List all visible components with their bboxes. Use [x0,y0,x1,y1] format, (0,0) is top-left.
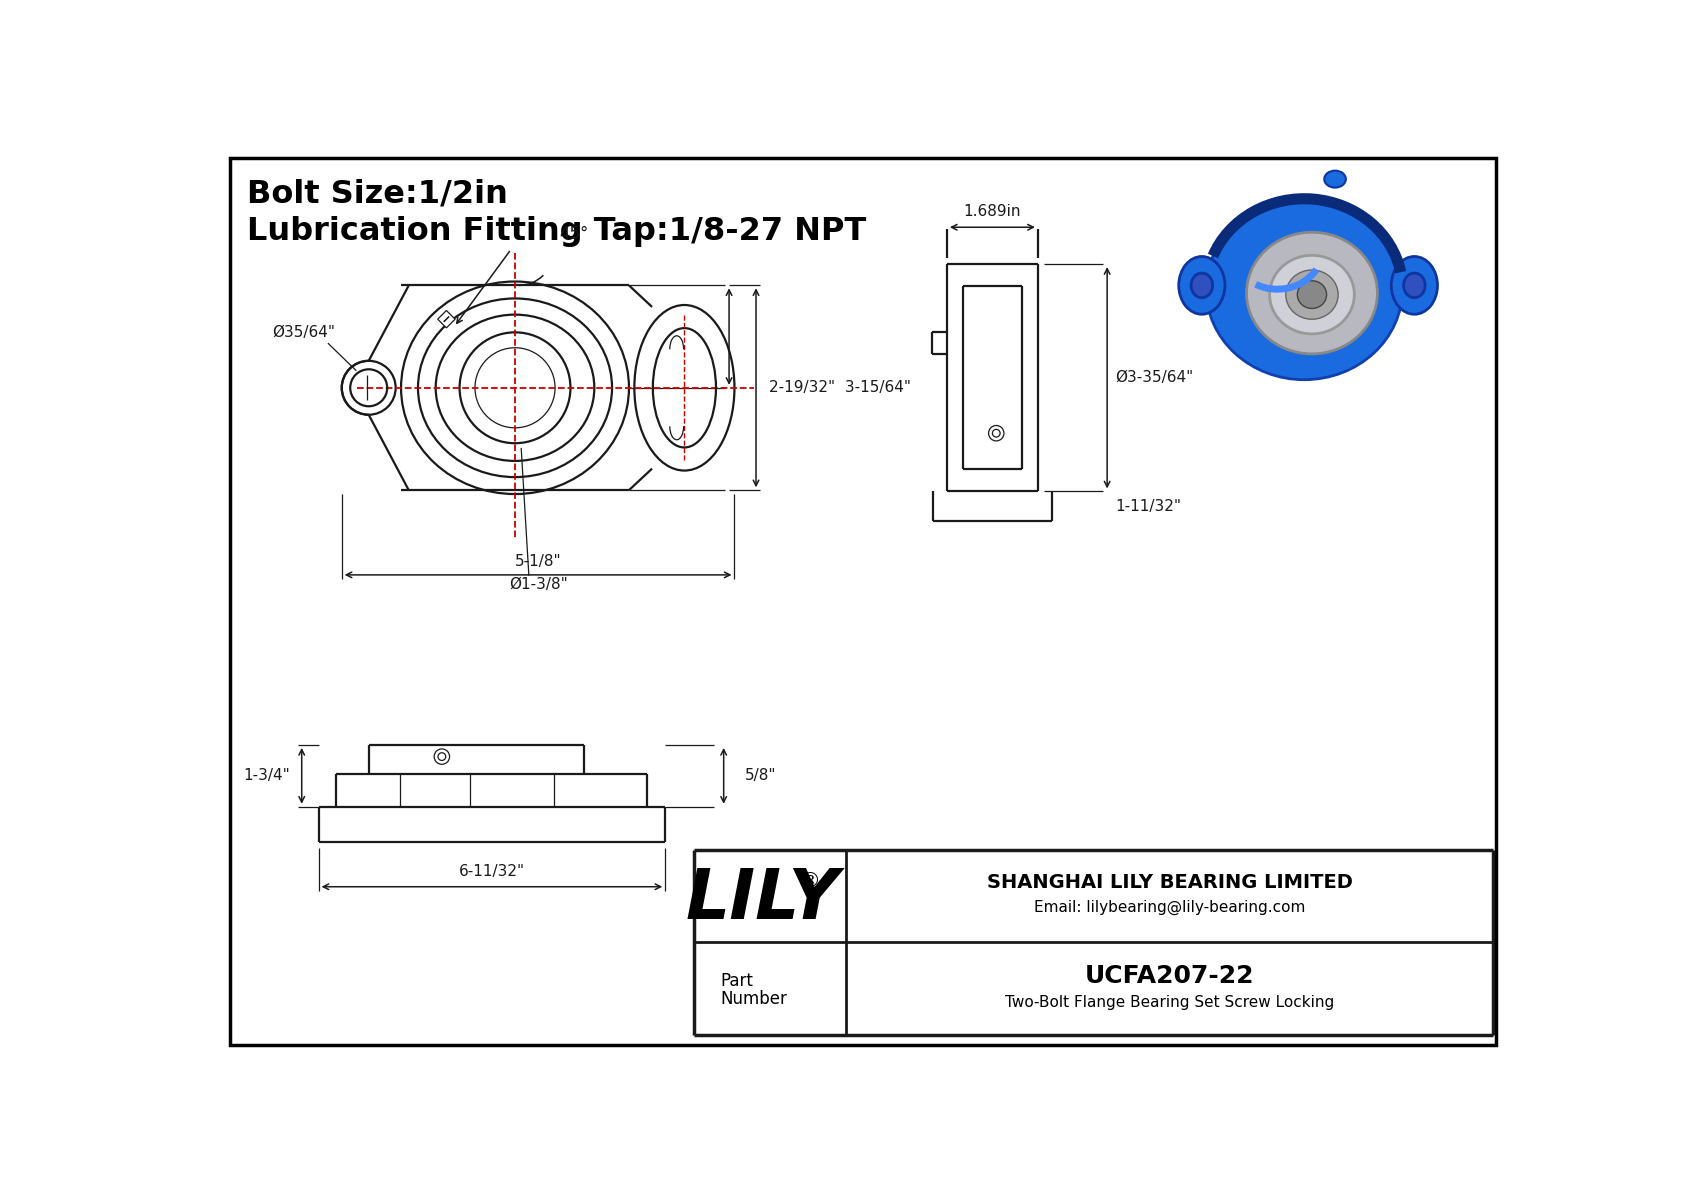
Text: 1.689in: 1.689in [963,205,1021,219]
Text: Ø3-35/64": Ø3-35/64" [1115,370,1192,385]
Text: 1-11/32": 1-11/32" [1115,499,1180,515]
Text: Bolt Size:1/2in: Bolt Size:1/2in [248,179,509,210]
Text: UCFA207-22: UCFA207-22 [1084,964,1255,987]
Text: 6-11/32": 6-11/32" [458,863,525,879]
Ellipse shape [1270,255,1354,333]
Text: 45°: 45° [559,225,588,243]
Text: 5-1/8": 5-1/8" [515,554,561,568]
Ellipse shape [635,305,734,470]
Text: LILY: LILY [685,866,839,934]
Ellipse shape [1287,270,1339,319]
Ellipse shape [1191,273,1212,298]
Text: Lubrication Fitting Tap:1/8-27 NPT: Lubrication Fitting Tap:1/8-27 NPT [248,216,866,247]
Text: ®: ® [800,871,820,891]
Text: 1-3/4": 1-3/4" [244,768,290,784]
Text: 2-19/32"  3-15/64": 2-19/32" 3-15/64" [770,380,911,395]
Ellipse shape [1324,170,1346,187]
Ellipse shape [1179,256,1224,314]
Ellipse shape [1206,199,1403,380]
Text: Part: Part [721,972,753,990]
Text: 5/8": 5/8" [744,768,776,784]
Ellipse shape [1391,256,1438,314]
Ellipse shape [1297,281,1327,308]
Ellipse shape [1246,232,1378,354]
Circle shape [342,361,396,414]
Text: Ø1-3/8": Ø1-3/8" [509,576,568,592]
Ellipse shape [1403,273,1425,298]
Text: SHANGHAI LILY BEARING LIMITED: SHANGHAI LILY BEARING LIMITED [987,873,1352,892]
Bar [438,311,455,328]
Text: Number: Number [721,990,788,1008]
Text: Two-Bolt Flange Bearing Set Screw Locking: Two-Bolt Flange Bearing Set Screw Lockin… [1005,994,1334,1010]
Text: Email: lilybearing@lily-bearing.com: Email: lilybearing@lily-bearing.com [1034,900,1305,915]
Text: Ø35/64": Ø35/64" [271,325,335,339]
